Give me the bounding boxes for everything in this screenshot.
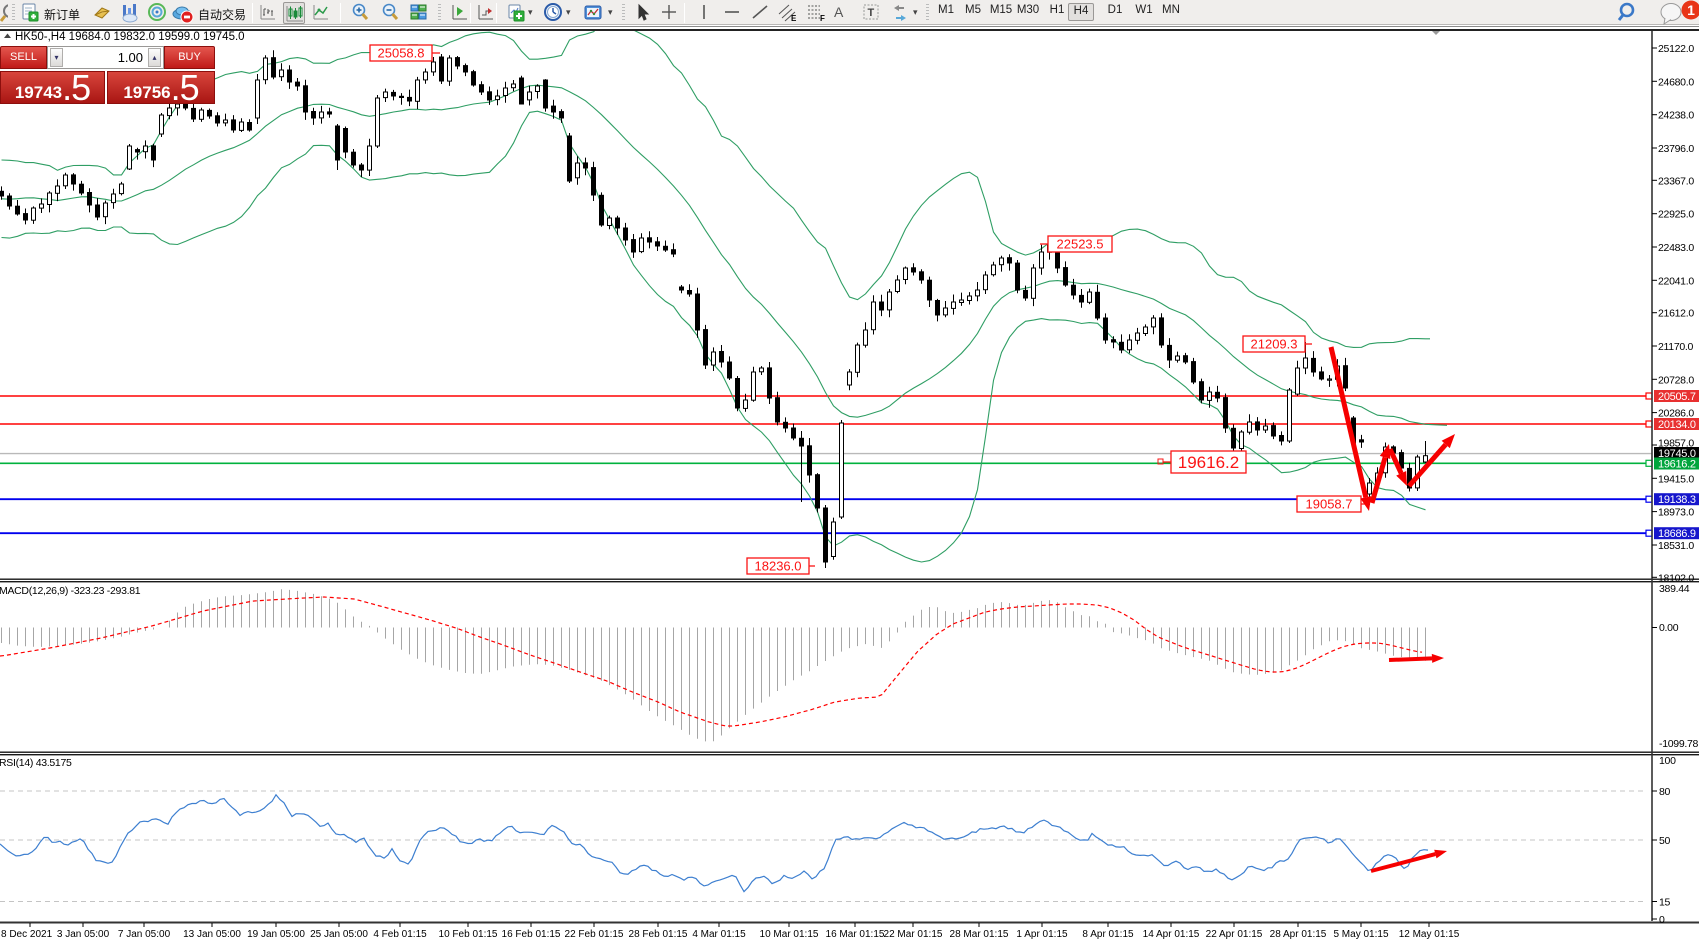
svg-text:15: 15 xyxy=(1659,897,1671,909)
svg-text:22 Feb 01:15: 22 Feb 01:15 xyxy=(565,929,624,940)
svg-text:24680.0: 24680.0 xyxy=(1658,76,1694,88)
svg-text:MACD(12,26,9) -323.23 -293.81: MACD(12,26,9) -323.23 -293.81 xyxy=(0,585,141,597)
svg-text:50: 50 xyxy=(1659,835,1671,847)
svg-text:19058.7: 19058.7 xyxy=(1306,497,1353,512)
svg-text:80: 80 xyxy=(1659,786,1671,798)
svg-text:3 Jan 05:00: 3 Jan 05:00 xyxy=(57,929,110,940)
svg-text:1 Apr 01:15: 1 Apr 01:15 xyxy=(1016,929,1068,940)
svg-text:5 May 01:15: 5 May 01:15 xyxy=(1333,929,1388,940)
svg-text:22041.0: 22041.0 xyxy=(1658,275,1694,287)
svg-text:25122.0: 25122.0 xyxy=(1658,43,1694,55)
svg-text:T: T xyxy=(868,7,875,19)
svg-text:20286.0: 20286.0 xyxy=(1658,408,1694,420)
svg-text:19745.0: 19745.0 xyxy=(1658,448,1696,460)
svg-text:RSI(14) 43.5175: RSI(14) 43.5175 xyxy=(0,757,72,769)
svg-text:19 Jan 05:00: 19 Jan 05:00 xyxy=(247,929,305,940)
svg-text:19138.3: 19138.3 xyxy=(1658,494,1696,506)
svg-text:19616.2: 19616.2 xyxy=(1658,459,1696,471)
svg-text:20505.7: 20505.7 xyxy=(1658,391,1696,403)
svg-text:8 Apr 01:15: 8 Apr 01:15 xyxy=(1082,929,1134,940)
svg-text:16 Feb 01:15: 16 Feb 01:15 xyxy=(502,929,561,940)
svg-text:13 Jan 05:00: 13 Jan 05:00 xyxy=(183,929,241,940)
svg-text:25 Jan 05:00: 25 Jan 05:00 xyxy=(310,929,368,940)
svg-text:23796.0: 23796.0 xyxy=(1658,143,1694,155)
svg-text:4 Feb 01:15: 4 Feb 01:15 xyxy=(373,929,427,940)
svg-text:14 Apr 01:15: 14 Apr 01:15 xyxy=(1143,929,1200,940)
svg-text:18531.0: 18531.0 xyxy=(1658,540,1694,552)
svg-text:100: 100 xyxy=(1659,755,1676,767)
svg-text:21170.0: 21170.0 xyxy=(1658,341,1694,353)
svg-text:22 Apr 01:15: 22 Apr 01:15 xyxy=(1206,929,1263,940)
svg-text:12 May 01:15: 12 May 01:15 xyxy=(1399,929,1460,940)
svg-text:22523.5: 22523.5 xyxy=(1057,237,1104,252)
svg-text:F: F xyxy=(820,14,825,23)
svg-text:7 Jan 05:00: 7 Jan 05:00 xyxy=(118,929,171,940)
svg-text:22483.0: 22483.0 xyxy=(1658,242,1694,254)
svg-text:28 Feb 01:15: 28 Feb 01:15 xyxy=(629,929,688,940)
svg-text:10 Mar 01:15: 10 Mar 01:15 xyxy=(760,929,819,940)
svg-text:-1099.78: -1099.78 xyxy=(1659,738,1699,750)
svg-text:E: E xyxy=(791,14,797,23)
svg-text:4 Mar 01:15: 4 Mar 01:15 xyxy=(692,929,746,940)
svg-text:20728.0: 20728.0 xyxy=(1658,374,1694,386)
svg-text:1: 1 xyxy=(1687,2,1695,18)
svg-text:21209.3: 21209.3 xyxy=(1251,337,1298,352)
svg-text:HK50-,H4 19684.0 19832.0 1959: HK50-,H4 19684.0 19832.0 19599.0 19745.0 xyxy=(15,31,245,43)
svg-text:18686.9: 18686.9 xyxy=(1658,528,1696,540)
svg-text:19857.0: 19857.0 xyxy=(1658,438,1694,450)
svg-text:8 Dec 2021: 8 Dec 2021 xyxy=(1,929,53,940)
svg-text:10 Feb 01:15: 10 Feb 01:15 xyxy=(439,929,498,940)
svg-text:22 Mar 01:15: 22 Mar 01:15 xyxy=(884,929,943,940)
svg-text:28 Mar 01:15: 28 Mar 01:15 xyxy=(950,929,1009,940)
svg-text:23367.0: 23367.0 xyxy=(1658,175,1694,187)
svg-text:28 Apr 01:15: 28 Apr 01:15 xyxy=(1270,929,1327,940)
svg-text:21612.0: 21612.0 xyxy=(1658,308,1694,320)
svg-text:16 Mar 01:15: 16 Mar 01:15 xyxy=(826,929,885,940)
svg-text:0.00: 0.00 xyxy=(1659,622,1679,634)
svg-text:18236.0: 18236.0 xyxy=(755,559,802,574)
svg-text:18973.0: 18973.0 xyxy=(1658,507,1694,519)
svg-text:18102.0: 18102.0 xyxy=(1658,572,1694,584)
svg-text:20134.0: 20134.0 xyxy=(1658,419,1696,431)
svg-text:22925.0: 22925.0 xyxy=(1658,209,1694,221)
svg-text:24238.0: 24238.0 xyxy=(1658,110,1694,122)
svg-text:0: 0 xyxy=(1659,914,1665,926)
svg-text:19616.2: 19616.2 xyxy=(1178,453,1239,472)
svg-text:25058.8: 25058.8 xyxy=(378,46,425,61)
svg-text:19415.0: 19415.0 xyxy=(1658,473,1694,485)
svg-text:389.44: 389.44 xyxy=(1659,583,1690,595)
